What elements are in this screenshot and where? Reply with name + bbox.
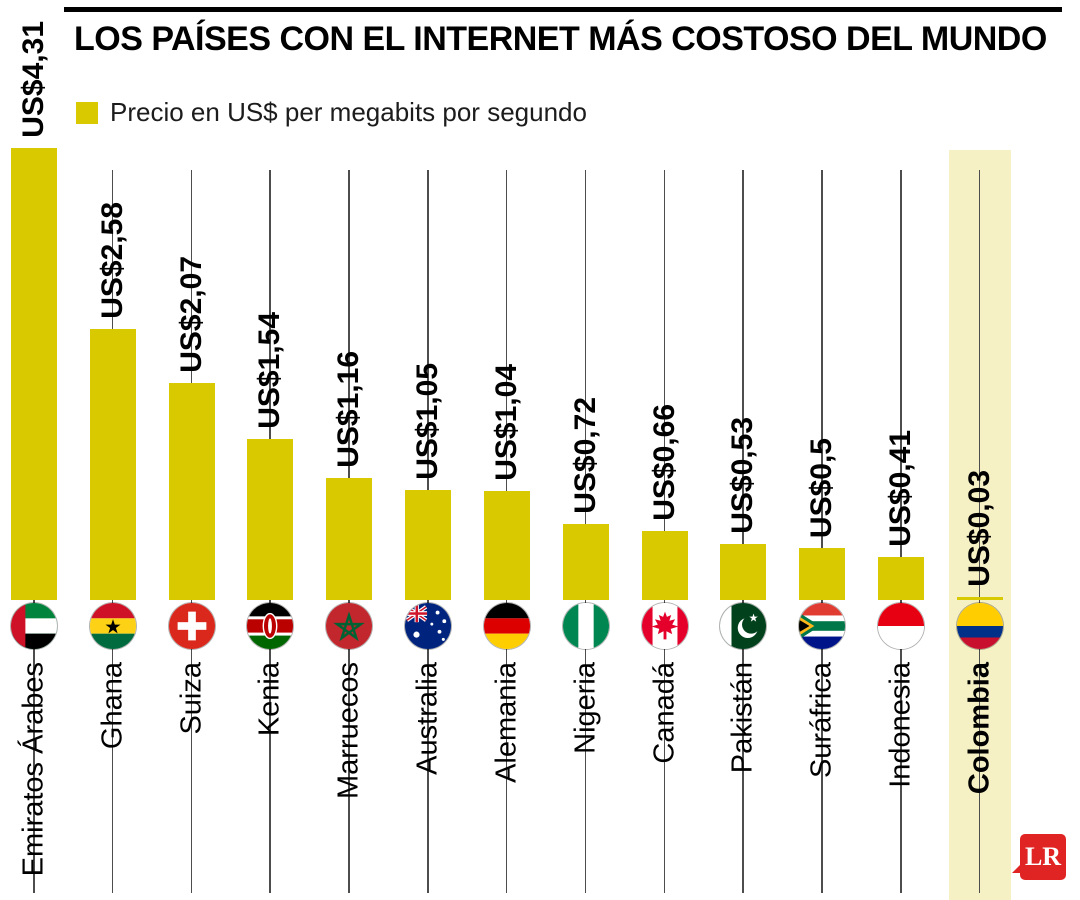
country-name-label: Indonesia — [884, 662, 917, 788]
south-africa-flag-icon — [799, 603, 846, 649]
column-gridline — [900, 170, 902, 893]
country-name-label: Colombia — [963, 662, 996, 795]
country-name-label: Nigeria — [569, 662, 602, 754]
price-bar — [799, 548, 846, 600]
kenya-flag-icon — [247, 603, 294, 649]
price-value-label: US$0,53 — [726, 417, 760, 534]
price-bar — [878, 557, 925, 600]
canada-flag-icon — [641, 603, 688, 649]
lr-logo: LR — [1012, 834, 1066, 880]
price-value-label: US$0,03 — [962, 470, 996, 587]
price-bar — [11, 148, 57, 600]
country-column: US$0,66 Canadá — [626, 0, 704, 900]
price-bar — [641, 531, 688, 600]
price-value-label: US$0,41 — [884, 430, 918, 547]
country-column: US$1,04 Alemania — [468, 0, 546, 900]
price-bar — [405, 490, 452, 600]
country-column: US$1,05 Australia — [389, 0, 467, 900]
morocco-flag-icon — [326, 603, 373, 649]
column-gridline — [978, 170, 981, 893]
country-column: US$0,5 Suráfrica — [783, 0, 861, 900]
price-bar — [562, 524, 609, 600]
country-name-label: Kenia — [253, 662, 286, 737]
country-name-label: Canadá — [648, 662, 681, 764]
country-column: US$0,53 Pakistán — [704, 0, 782, 900]
price-bar — [326, 478, 373, 600]
price-bar — [956, 597, 1003, 600]
uae-flag-icon — [11, 603, 57, 649]
price-value-label: US$1,16 — [332, 351, 366, 468]
price-bar — [168, 383, 215, 600]
ghana-flag-icon — [89, 603, 136, 649]
price-value-label: US$2,58 — [95, 202, 129, 319]
country-name-label: Marruecos — [332, 662, 365, 799]
title-rule — [64, 7, 1062, 12]
australia-flag-icon — [405, 603, 452, 649]
country-name-label: Alemania — [490, 662, 523, 783]
colombia-flag-icon — [956, 603, 1003, 649]
chart-title: LOS PAÍSES CON EL INTERNET MÁS COSTOSO D… — [74, 20, 1047, 58]
price-value-label: US$0,5 — [805, 437, 839, 538]
country-column: US$1,16 Marruecos — [310, 0, 388, 900]
country-column: US$1,54 Kenia — [231, 0, 309, 900]
country-column: US$2,58 Ghana — [74, 0, 152, 900]
indonesia-flag-icon — [878, 603, 925, 649]
pakistan-flag-icon — [720, 603, 767, 649]
country-column: US$4,31 Emiratos Árabes — [0, 0, 73, 900]
country-column: US$0,72 Nigeria — [547, 0, 625, 900]
price-value-label: US$2,07 — [174, 256, 208, 373]
legend-label: Precio en US$ per megabits por segundo — [110, 97, 587, 127]
price-value-label: US$4,31 — [17, 21, 50, 138]
price-value-label: US$1,04 — [489, 364, 523, 481]
country-name-label: Australia — [411, 662, 444, 775]
column-gridline — [742, 170, 744, 893]
price-bar — [247, 439, 294, 600]
price-value-label: US$1,05 — [411, 363, 445, 480]
price-value-label: US$1,54 — [253, 312, 287, 429]
country-name-label: Ghana — [96, 662, 129, 750]
price-bar — [720, 544, 767, 600]
lr-logo-text: LR — [1024, 842, 1062, 871]
country-name-label: Emiratos Árabes — [17, 662, 50, 877]
nigeria-flag-icon — [562, 603, 609, 649]
column-gridline — [821, 170, 823, 893]
legend: Precio en US$ per megabits por segundo — [76, 97, 587, 128]
country-name-label: Suráfrica — [805, 662, 838, 779]
price-value-label: US$0,66 — [647, 404, 681, 521]
country-column: US$0,03 Colombia — [941, 0, 1019, 900]
switzerland-flag-icon — [168, 603, 215, 649]
country-column: US$0,41 Indonesia — [862, 0, 940, 900]
price-bar — [483, 491, 530, 600]
price-bar — [89, 329, 136, 600]
price-value-label: US$0,72 — [568, 397, 602, 514]
legend-swatch-icon — [76, 101, 98, 124]
germany-flag-icon — [483, 603, 530, 649]
country-name-label: Pakistán — [726, 662, 759, 774]
country-column: US$2,07 Suiza — [153, 0, 231, 900]
country-name-label: Suiza — [175, 662, 208, 735]
